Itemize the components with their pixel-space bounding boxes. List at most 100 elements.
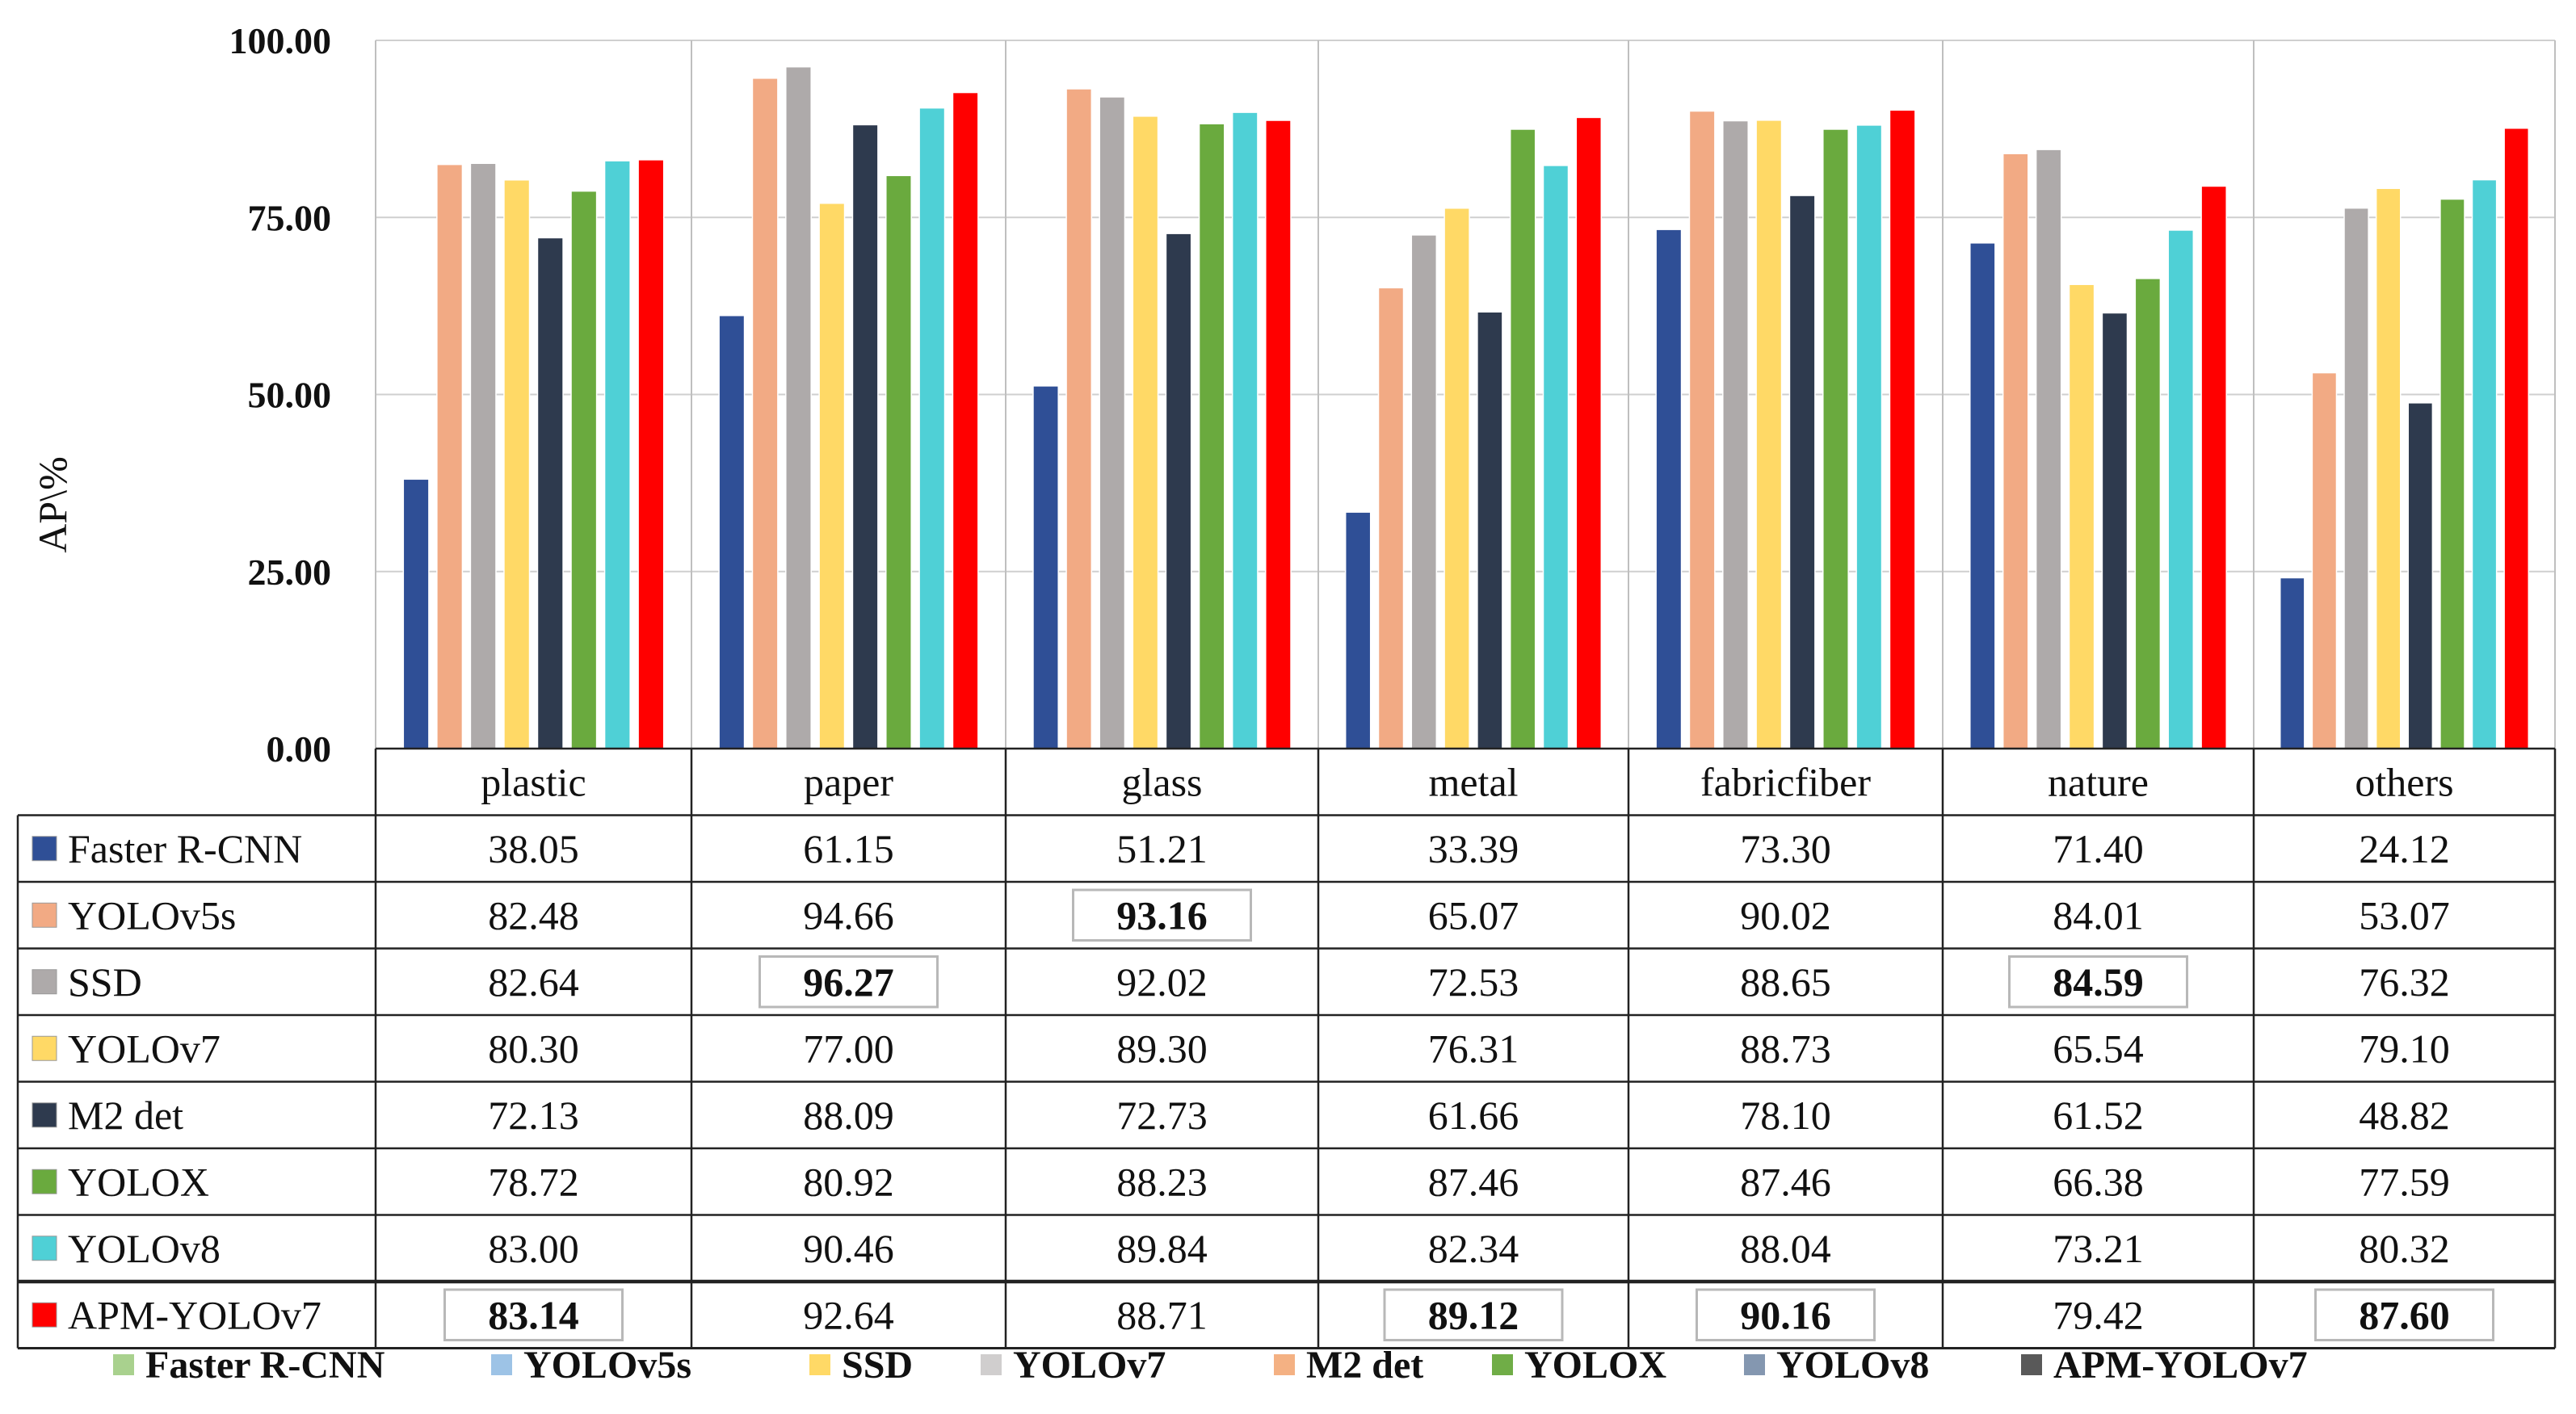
bar-yolox-glass <box>1198 123 1225 749</box>
bar-ssd-metal <box>1410 234 1438 749</box>
value-cell-yolov7-fabricfiber: 88.73 <box>1740 1026 1831 1071</box>
value-cell-yolox-nature: 66.38 <box>2053 1159 2144 1204</box>
bar-yolov8-fabricfiber <box>1855 124 1883 749</box>
bottom-legend-key-apm-yolov7 <box>2021 1354 2042 1375</box>
bar-yolox-paper <box>885 174 912 749</box>
bar-yolov7-others <box>2375 187 2402 749</box>
legend-key-m2-det <box>32 1102 57 1128</box>
value-cell-m2-det-metal: 61.66 <box>1428 1093 1519 1138</box>
value-cell-yolox-others: 77.59 <box>2359 1159 2450 1204</box>
best-value-box-metal <box>1383 1288 1564 1341</box>
value-cell-yolov5s-glass: 93.16 <box>1116 892 1208 938</box>
bar-ssd-nature <box>2035 149 2062 749</box>
bottom-legend-key-ssd <box>809 1354 830 1375</box>
y-tick-label: 100.00 <box>229 20 332 61</box>
bar-yolox-fabricfiber <box>1822 128 1849 749</box>
value-cell-apm-yolov7-paper: 92.64 <box>803 1292 894 1337</box>
bar-apm-yolov7-metal <box>1575 116 1603 749</box>
bottom-legend-key-yolov8 <box>1744 1354 1765 1375</box>
best-value-box-glass <box>1072 888 1252 942</box>
value-cell-yolox-glass: 88.23 <box>1116 1159 1208 1204</box>
value-cell-yolov5s-metal: 65.07 <box>1428 892 1519 938</box>
bar-apm-yolov7-glass <box>1265 120 1292 749</box>
value-cell-yolov8-glass: 89.84 <box>1116 1226 1208 1271</box>
bar-m2-det-metal <box>1477 311 1503 749</box>
value-cell-yolov7-metal: 76.31 <box>1428 1026 1519 1071</box>
value-cell-yolox-paper: 80.92 <box>803 1159 894 1204</box>
bar-m2-det-paper <box>851 124 879 749</box>
value-cell-yolov7-plastic: 80.30 <box>488 1026 579 1071</box>
bar-yolov7-glass <box>1132 115 1159 749</box>
value-cell-yolov8-fabricfiber: 88.04 <box>1740 1226 1831 1271</box>
bottom-legend-label-m2-det: M2 det <box>1306 1344 1423 1387</box>
bar-faster-r-cnn-glass <box>1032 385 1059 749</box>
bar-apm-yolov7-plastic <box>637 159 665 749</box>
value-cell-yolov5s-fabricfiber: 90.02 <box>1740 892 1831 938</box>
value-cell-faster-r-cnn-fabricfiber: 73.30 <box>1740 826 1831 871</box>
bar-yolov5s-others <box>2311 371 2338 749</box>
value-cell-ssd-glass: 92.02 <box>1116 959 1208 1005</box>
value-cell-faster-r-cnn-plastic: 38.05 <box>488 826 579 871</box>
value-cell-yolox-fabricfiber: 87.46 <box>1740 1159 1831 1204</box>
bar-yolov8-others <box>2471 178 2498 749</box>
bar-faster-r-cnn-nature <box>1969 242 1996 749</box>
category-label-plastic: plastic <box>481 759 586 804</box>
bar-faster-r-cnn-metal <box>1344 511 1372 749</box>
value-cell-ssd-nature: 84.59 <box>2053 959 2144 1005</box>
y-tick-labels: 0.00 25.00 50.00 75.00 100.00 <box>229 20 332 770</box>
bar-yolov5s-nature <box>2002 153 2029 749</box>
legend-key-yolov8 <box>32 1236 57 1261</box>
bar-yolov8-nature <box>2167 229 2195 749</box>
bar-yolov7-fabricfiber <box>1755 120 1783 749</box>
category-label-nature: nature <box>2048 759 2149 804</box>
value-cell-m2-det-plastic: 72.13 <box>488 1093 579 1138</box>
value-cell-yolov8-plastic: 83.00 <box>488 1226 579 1271</box>
bottom-legend: Faster R-CNN YOLOv5s SSD YOLOv7 M2 det YOLOX Y… <box>113 1344 2308 1387</box>
y-axis-label: AP\% <box>30 456 75 552</box>
bottom-legend-key-yolox <box>1492 1354 1513 1375</box>
legend-key-apm-yolov7 <box>32 1302 57 1328</box>
row-label-m2-det: M2 det <box>68 1093 183 1138</box>
bar-yolov5s-fabricfiber <box>1688 110 1716 749</box>
bar-yolov7-paper <box>818 202 846 749</box>
bar-yolov5s-plastic <box>436 163 464 749</box>
bar-faster-r-cnn-others <box>2279 577 2305 749</box>
bar-apm-yolov7-paper <box>952 91 979 749</box>
value-cell-m2-det-paper: 88.09 <box>803 1093 894 1138</box>
value-cell-ssd-paper: 96.27 <box>803 959 894 1005</box>
value-cell-m2-det-others: 48.82 <box>2359 1093 2450 1138</box>
bar-ssd-glass <box>1099 96 1126 749</box>
best-value-box-paper <box>759 955 939 1009</box>
bar-yolox-nature <box>2134 278 2162 749</box>
value-cell-yolov5s-nature: 84.01 <box>2053 892 2144 938</box>
bar-m2-det-others <box>2407 402 2434 749</box>
bar-yolox-plastic <box>570 190 598 749</box>
value-cell-faster-r-cnn-glass: 51.21 <box>1116 826 1208 871</box>
value-cell-faster-r-cnn-nature: 71.40 <box>2053 826 2144 871</box>
bar-apm-yolov7-nature <box>2200 185 2227 749</box>
value-cell-apm-yolov7-nature: 79.42 <box>2053 1292 2144 1337</box>
category-label-metal: metal <box>1428 759 1518 804</box>
bottom-legend-label-yolov8: YOLOv8 <box>1776 1344 1929 1387</box>
bar-yolox-others <box>2439 198 2465 749</box>
legend-key-ssd <box>32 969 57 995</box>
bar-ssd-fabricfiber <box>1722 120 1749 749</box>
bar-ssd-paper <box>785 65 812 749</box>
bar-yolov7-plastic <box>503 179 531 749</box>
bottom-legend-label-yolov7: YOLOv7 <box>1013 1344 1166 1387</box>
value-cell-apm-yolov7-glass: 88.71 <box>1116 1292 1208 1337</box>
y-tick-label: 25.00 <box>248 552 332 593</box>
bar-ssd-plastic <box>469 162 497 749</box>
value-cell-yolox-plastic: 78.72 <box>488 1159 579 1204</box>
value-cell-ssd-fabricfiber: 88.65 <box>1740 959 1831 1005</box>
bar-yolov8-metal <box>1542 165 1570 749</box>
value-cell-yolov7-nature: 65.54 <box>2053 1026 2144 1071</box>
value-cell-yolov8-others: 80.32 <box>2359 1226 2450 1271</box>
y-tick-label: 0.00 <box>267 728 332 770</box>
bottom-legend-label-faster-r-cnn: Faster R-CNN <box>145 1344 385 1387</box>
value-cell-yolov7-paper: 77.00 <box>803 1026 894 1071</box>
y-tick-label: 75.00 <box>248 197 332 238</box>
value-cell-yolov5s-paper: 94.66 <box>803 892 894 938</box>
legend-key-yolov5s <box>32 902 57 928</box>
